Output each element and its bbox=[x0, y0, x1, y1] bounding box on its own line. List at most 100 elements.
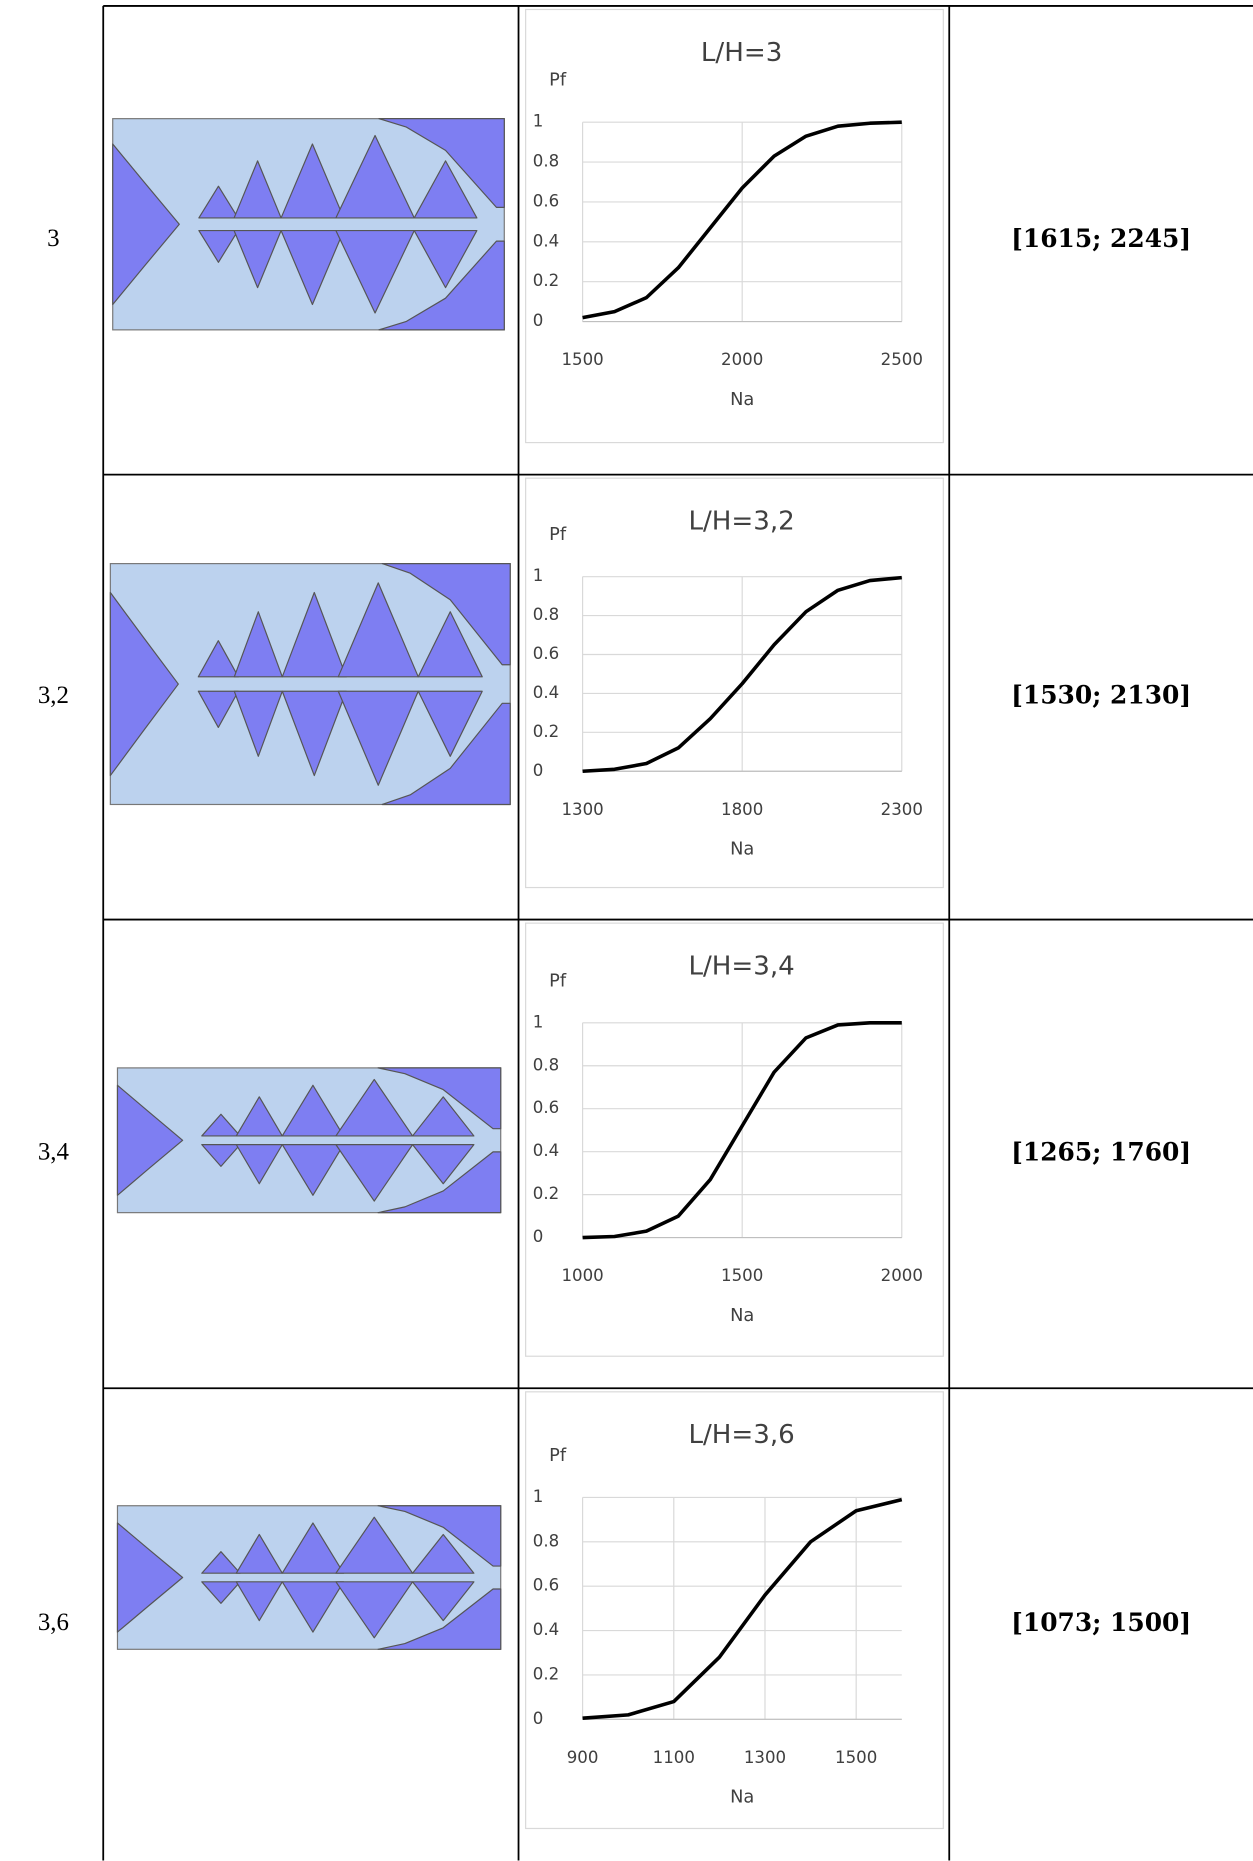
topology-image bbox=[112, 118, 505, 331]
beam-void bbox=[413, 230, 478, 289]
x-axis-label: Na bbox=[730, 839, 754, 860]
beam-void bbox=[281, 690, 347, 777]
chart-title: L/H=3,4 bbox=[688, 952, 794, 982]
y-tick-label: 0.2 bbox=[533, 271, 559, 290]
x-tick-label: 1500 bbox=[561, 350, 603, 369]
beam-void bbox=[235, 1581, 283, 1622]
beam-void bbox=[381, 563, 511, 666]
chart-title: L/H=3,6 bbox=[688, 1420, 794, 1450]
y-tick-label: 0.8 bbox=[533, 1055, 559, 1074]
x-tick-label: 2300 bbox=[881, 800, 923, 819]
beam-void bbox=[116, 1522, 184, 1633]
y-tick-label: 0.2 bbox=[533, 1664, 559, 1683]
beam-void bbox=[197, 640, 239, 678]
row-ratio: 3,4 bbox=[38, 1139, 70, 1166]
y-tick-label: 0.8 bbox=[533, 152, 559, 171]
beam-void bbox=[335, 1144, 414, 1202]
beam-void bbox=[381, 702, 511, 806]
interval: [1265; 1760] bbox=[1011, 1137, 1191, 1166]
beam-void bbox=[201, 1113, 241, 1137]
x-tick-label: 1300 bbox=[561, 800, 603, 819]
chart-title: L/H=3,2 bbox=[688, 507, 794, 537]
y-tick-label: 0.4 bbox=[533, 1141, 559, 1160]
x-tick-label: 2500 bbox=[881, 350, 923, 369]
chart-frame bbox=[525, 922, 944, 1357]
beam-void bbox=[377, 1151, 502, 1214]
x-tick-label: 1300 bbox=[744, 1748, 786, 1767]
beam-void bbox=[116, 1084, 184, 1196]
y-tick-label: 0.6 bbox=[533, 191, 559, 210]
beam-void bbox=[281, 1522, 345, 1574]
beam-void bbox=[233, 690, 283, 757]
beam-void bbox=[417, 690, 483, 757]
y-tick-label: 1 bbox=[533, 1487, 544, 1506]
beam-void bbox=[233, 611, 283, 678]
chart-frame bbox=[525, 8, 944, 444]
beam-void bbox=[411, 1533, 475, 1574]
row-ratio: 3,6 bbox=[38, 1609, 69, 1636]
y-tick-label: 1 bbox=[533, 566, 544, 585]
curve bbox=[582, 575, 902, 774]
y-tick-label: 0.6 bbox=[533, 1576, 559, 1595]
y-axis-label: Pf bbox=[549, 970, 567, 991]
beam-void bbox=[198, 185, 239, 219]
chart-title: L/H=3 bbox=[701, 38, 782, 68]
x-axis-label: Na bbox=[730, 1787, 754, 1808]
y-tick-label: 0.6 bbox=[533, 1098, 559, 1117]
beam-void bbox=[378, 240, 505, 331]
beam-void bbox=[197, 690, 239, 728]
x-tick-label: 900 bbox=[567, 1748, 599, 1767]
beam-void bbox=[417, 611, 483, 678]
beam-void bbox=[411, 1581, 475, 1622]
y-tick-label: 0 bbox=[533, 1709, 544, 1728]
x-tick-label: 1100 bbox=[653, 1748, 695, 1767]
beam-void bbox=[335, 134, 415, 219]
beam-void bbox=[235, 1144, 283, 1185]
beam-void bbox=[413, 160, 478, 219]
beam-void bbox=[377, 1505, 502, 1567]
y-tick-label: 1 bbox=[533, 112, 544, 131]
curve bbox=[582, 1497, 903, 1720]
beam-void bbox=[112, 143, 180, 306]
beam-void bbox=[411, 1144, 475, 1185]
beam-void bbox=[335, 1516, 414, 1574]
chart-frame bbox=[525, 477, 944, 889]
beam-void bbox=[235, 1533, 283, 1574]
beam-void bbox=[109, 591, 179, 777]
x-tick-label: 1000 bbox=[561, 1266, 603, 1285]
y-tick-label: 0.6 bbox=[533, 644, 559, 663]
beam-void bbox=[281, 1084, 345, 1137]
curve bbox=[582, 120, 902, 320]
y-tick-label: 0.4 bbox=[533, 231, 559, 250]
y-tick-label: 0.4 bbox=[533, 683, 559, 702]
topology-image bbox=[109, 563, 511, 806]
beam-void bbox=[377, 1067, 502, 1130]
beam-void bbox=[235, 1096, 283, 1137]
y-tick-label: 0 bbox=[533, 311, 544, 330]
beam-void bbox=[281, 591, 347, 678]
interval: [1530; 2130] bbox=[1011, 681, 1191, 710]
beam-void bbox=[377, 1588, 502, 1650]
y-tick-label: 1 bbox=[533, 1012, 544, 1031]
beam-void bbox=[233, 230, 282, 289]
y-tick-label: 0 bbox=[533, 1227, 544, 1246]
y-axis-label: Pf bbox=[549, 70, 567, 91]
topology-image bbox=[116, 1505, 502, 1650]
y-tick-label: 0 bbox=[533, 761, 544, 780]
x-tick-label: 2000 bbox=[721, 350, 763, 369]
beam-void bbox=[378, 118, 505, 208]
interval: [1615; 2245] bbox=[1011, 224, 1191, 253]
beam-void bbox=[201, 1144, 241, 1167]
y-axis-label: Pf bbox=[549, 524, 567, 545]
beam-void bbox=[335, 1581, 414, 1639]
table: 3 [1615; 2245] L/H=3 Pf Na 0 0.2 0.4 0.6 0.8 1 1500… bbox=[38, 5, 1253, 1861]
beam-void bbox=[337, 690, 419, 786]
beam-void bbox=[335, 1078, 414, 1137]
chart-frame bbox=[525, 1391, 944, 1830]
beam-void bbox=[280, 230, 345, 306]
beam-void bbox=[411, 1096, 475, 1137]
interval: [1073; 1500] bbox=[1011, 1608, 1191, 1637]
x-tick-label: 1800 bbox=[721, 800, 763, 819]
x-axis-label: Na bbox=[730, 1305, 754, 1326]
y-tick-label: 0.4 bbox=[533, 1620, 559, 1639]
